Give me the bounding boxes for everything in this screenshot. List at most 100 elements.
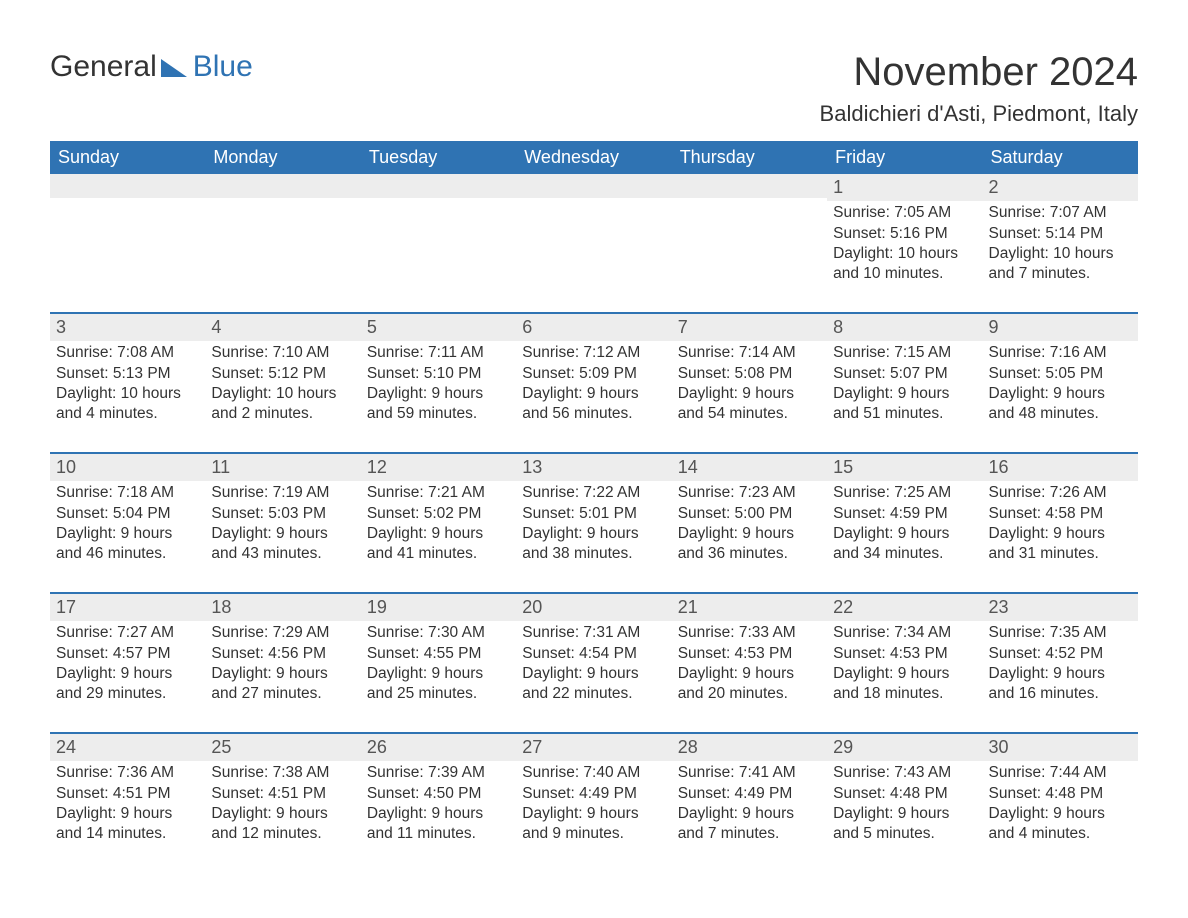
sunrise-text: Sunrise: 7:44 AM <box>989 763 1132 783</box>
sunrise-text: Sunrise: 7:11 AM <box>367 343 510 363</box>
day-details: Sunrise: 7:35 AMSunset: 4:52 PMDaylight:… <box>983 621 1138 710</box>
sunrise-text: Sunrise: 7:22 AM <box>522 483 665 503</box>
sunrise-text: Sunrise: 7:23 AM <box>678 483 821 503</box>
day-cell: 10Sunrise: 7:18 AMSunset: 5:04 PMDayligh… <box>50 454 205 582</box>
day-number: 20 <box>516 594 671 621</box>
day-details: Sunrise: 7:19 AMSunset: 5:03 PMDaylight:… <box>205 481 360 570</box>
sunset-text: Sunset: 5:14 PM <box>989 224 1132 244</box>
day-details: Sunrise: 7:25 AMSunset: 4:59 PMDaylight:… <box>827 481 982 570</box>
sunrise-text: Sunrise: 7:40 AM <box>522 763 665 783</box>
sunset-text: Sunset: 4:48 PM <box>833 784 976 804</box>
day-number: 13 <box>516 454 671 481</box>
day-cell: 9Sunrise: 7:16 AMSunset: 5:05 PMDaylight… <box>983 314 1138 442</box>
daylight1-text: Daylight: 9 hours <box>367 804 510 824</box>
daylight2-text: and 18 minutes. <box>833 684 976 704</box>
daylight1-text: Daylight: 9 hours <box>522 804 665 824</box>
weekday-header: Monday <box>205 141 360 174</box>
daylight2-text: and 2 minutes. <box>211 404 354 424</box>
daylight1-text: Daylight: 9 hours <box>989 524 1132 544</box>
daylight1-text: Daylight: 9 hours <box>56 804 199 824</box>
day-details: Sunrise: 7:33 AMSunset: 4:53 PMDaylight:… <box>672 621 827 710</box>
daylight2-text: and 5 minutes. <box>833 824 976 844</box>
sunrise-text: Sunrise: 7:07 AM <box>989 203 1132 223</box>
sunset-text: Sunset: 4:51 PM <box>211 784 354 804</box>
sunrise-text: Sunrise: 7:41 AM <box>678 763 821 783</box>
sunrise-text: Sunrise: 7:36 AM <box>56 763 199 783</box>
sunset-text: Sunset: 4:55 PM <box>367 644 510 664</box>
day-number: 5 <box>361 314 516 341</box>
brand-triangle-icon <box>161 57 187 77</box>
daylight1-text: Daylight: 9 hours <box>678 384 821 404</box>
daylight2-text: and 14 minutes. <box>56 824 199 844</box>
week-row: 3Sunrise: 7:08 AMSunset: 5:13 PMDaylight… <box>50 312 1138 442</box>
daylight1-text: Daylight: 9 hours <box>678 804 821 824</box>
daylight2-text: and 56 minutes. <box>522 404 665 424</box>
daylight1-text: Daylight: 9 hours <box>367 384 510 404</box>
daylight2-text: and 7 minutes. <box>989 264 1132 284</box>
sunset-text: Sunset: 4:50 PM <box>367 784 510 804</box>
sunrise-text: Sunrise: 7:35 AM <box>989 623 1132 643</box>
weekday-header: Saturday <box>983 141 1138 174</box>
daylight1-text: Daylight: 10 hours <box>989 244 1132 264</box>
brand-text-general: General <box>50 50 157 84</box>
sunset-text: Sunset: 5:07 PM <box>833 364 976 384</box>
daylight1-text: Daylight: 9 hours <box>989 384 1132 404</box>
daylight1-text: Daylight: 9 hours <box>989 804 1132 824</box>
weekday-header: Tuesday <box>361 141 516 174</box>
day-cell: 23Sunrise: 7:35 AMSunset: 4:52 PMDayligh… <box>983 594 1138 722</box>
daylight1-text: Daylight: 9 hours <box>211 664 354 684</box>
daylight2-text: and 4 minutes. <box>56 404 199 424</box>
day-number: 24 <box>50 734 205 761</box>
sunset-text: Sunset: 5:13 PM <box>56 364 199 384</box>
daylight2-text: and 4 minutes. <box>989 824 1132 844</box>
day-details: Sunrise: 7:22 AMSunset: 5:01 PMDaylight:… <box>516 481 671 570</box>
sunset-text: Sunset: 5:00 PM <box>678 504 821 524</box>
header-row: General Blue November 2024 <box>50 50 1138 95</box>
sunrise-text: Sunrise: 7:08 AM <box>56 343 199 363</box>
day-number: 22 <box>827 594 982 621</box>
day-number <box>205 174 360 198</box>
day-number: 7 <box>672 314 827 341</box>
sunrise-text: Sunrise: 7:39 AM <box>367 763 510 783</box>
day-details: Sunrise: 7:36 AMSunset: 4:51 PMDaylight:… <box>50 761 205 850</box>
daylight2-text: and 46 minutes. <box>56 544 199 564</box>
daylight2-text: and 31 minutes. <box>989 544 1132 564</box>
day-cell: 29Sunrise: 7:43 AMSunset: 4:48 PMDayligh… <box>827 734 982 862</box>
day-number: 17 <box>50 594 205 621</box>
day-number: 6 <box>516 314 671 341</box>
sunrise-text: Sunrise: 7:27 AM <box>56 623 199 643</box>
day-cell: 6Sunrise: 7:12 AMSunset: 5:09 PMDaylight… <box>516 314 671 442</box>
day-cell: 20Sunrise: 7:31 AMSunset: 4:54 PMDayligh… <box>516 594 671 722</box>
sunrise-text: Sunrise: 7:16 AM <box>989 343 1132 363</box>
day-number: 23 <box>983 594 1138 621</box>
day-details: Sunrise: 7:15 AMSunset: 5:07 PMDaylight:… <box>827 341 982 430</box>
sunset-text: Sunset: 4:57 PM <box>56 644 199 664</box>
day-details: Sunrise: 7:39 AMSunset: 4:50 PMDaylight:… <box>361 761 516 850</box>
day-details: Sunrise: 7:08 AMSunset: 5:13 PMDaylight:… <box>50 341 205 430</box>
daylight2-text: and 25 minutes. <box>367 684 510 704</box>
sunrise-text: Sunrise: 7:26 AM <box>989 483 1132 503</box>
day-number: 18 <box>205 594 360 621</box>
daylight1-text: Daylight: 9 hours <box>833 664 976 684</box>
sunset-text: Sunset: 4:59 PM <box>833 504 976 524</box>
sunset-text: Sunset: 4:53 PM <box>678 644 821 664</box>
sunrise-text: Sunrise: 7:33 AM <box>678 623 821 643</box>
day-number: 10 <box>50 454 205 481</box>
daylight2-text: and 20 minutes. <box>678 684 821 704</box>
day-number: 4 <box>205 314 360 341</box>
daylight2-text: and 41 minutes. <box>367 544 510 564</box>
daylight2-text: and 48 minutes. <box>989 404 1132 424</box>
sunset-text: Sunset: 5:08 PM <box>678 364 821 384</box>
day-cell: 11Sunrise: 7:19 AMSunset: 5:03 PMDayligh… <box>205 454 360 582</box>
day-cell: 25Sunrise: 7:38 AMSunset: 4:51 PMDayligh… <box>205 734 360 862</box>
day-cell: 27Sunrise: 7:40 AMSunset: 4:49 PMDayligh… <box>516 734 671 862</box>
day-details: Sunrise: 7:44 AMSunset: 4:48 PMDaylight:… <box>983 761 1138 850</box>
daylight1-text: Daylight: 10 hours <box>56 384 199 404</box>
sunrise-text: Sunrise: 7:14 AM <box>678 343 821 363</box>
day-cell: 18Sunrise: 7:29 AMSunset: 4:56 PMDayligh… <box>205 594 360 722</box>
day-details <box>361 198 516 206</box>
day-details: Sunrise: 7:11 AMSunset: 5:10 PMDaylight:… <box>361 341 516 430</box>
sunrise-text: Sunrise: 7:38 AM <box>211 763 354 783</box>
day-details <box>50 198 205 206</box>
day-cell: 26Sunrise: 7:39 AMSunset: 4:50 PMDayligh… <box>361 734 516 862</box>
